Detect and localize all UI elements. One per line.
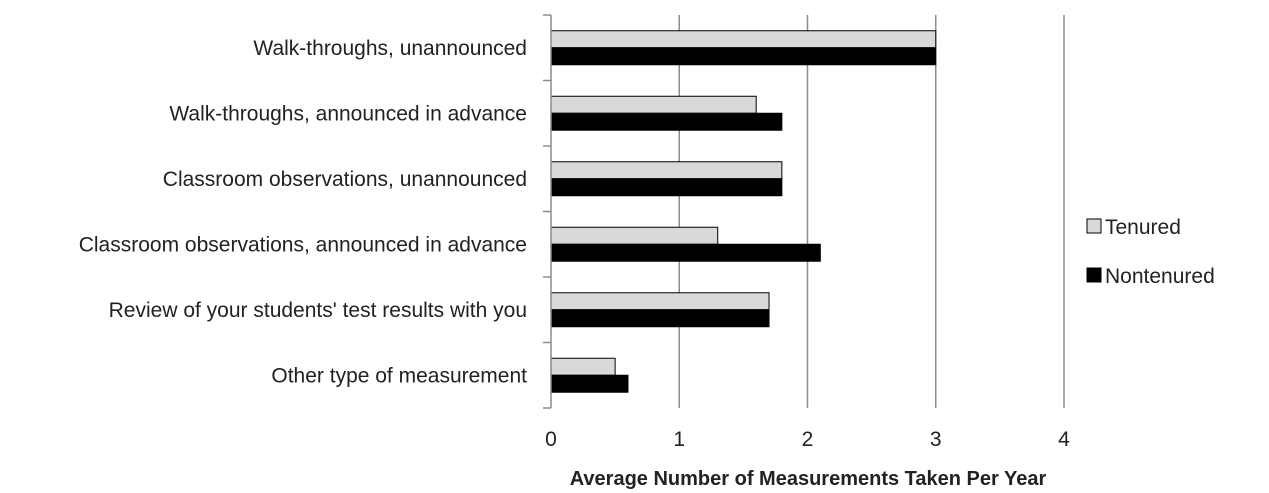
bar-tenured-0 [550, 30, 937, 49]
bar-tenured-1 [550, 95, 757, 114]
bar-nontenured-0 [550, 47, 937, 66]
bar-nontenured-2 [550, 178, 783, 197]
category-label: Classroom observations, announced in adv… [79, 233, 527, 256]
tick-labels: 0 1 2 3 4 [545, 428, 1070, 451]
x-axis-title: Average Number of Measurements Taken Per… [570, 468, 1047, 490]
legend: Tenured Nontenured [1086, 216, 1215, 288]
bar-nontenured-4 [550, 309, 770, 328]
x-tick-label: 2 [802, 428, 814, 451]
category-label: Classroom observations, unannounced [163, 168, 527, 191]
bar-tenured-4 [550, 292, 770, 311]
legend-label-tenured: Tenured [1105, 216, 1181, 239]
legend-swatch-tenured [1086, 218, 1102, 234]
category-label: Other type of measurement [271, 364, 527, 387]
category-labels: Walk-throughs, unannounced Walk-throughs,… [79, 37, 527, 388]
gridlines [678, 15, 1065, 408]
bars [550, 30, 937, 393]
legend-swatch-nontenured [1086, 267, 1102, 283]
category-label: Review of your students' test results wi… [109, 299, 527, 322]
x-tick-label: 4 [1058, 428, 1070, 451]
legend-label-nontenured: Nontenured [1105, 265, 1215, 288]
bar-tenured-3 [550, 226, 719, 245]
bar-nontenured-5 [550, 374, 629, 393]
category-label: Walk-throughs, unannounced [253, 37, 527, 60]
bar-tenured-2 [550, 161, 783, 180]
category-label: Walk-throughs, announced in advance [169, 102, 527, 125]
bar-nontenured-1 [550, 112, 783, 131]
bar-nontenured-3 [550, 243, 821, 262]
x-tick-label: 0 [545, 428, 557, 451]
axes [543, 14, 552, 409]
bar-tenured-5 [550, 357, 616, 376]
x-tick-label: 1 [673, 428, 685, 451]
x-tick-label: 3 [930, 428, 942, 451]
